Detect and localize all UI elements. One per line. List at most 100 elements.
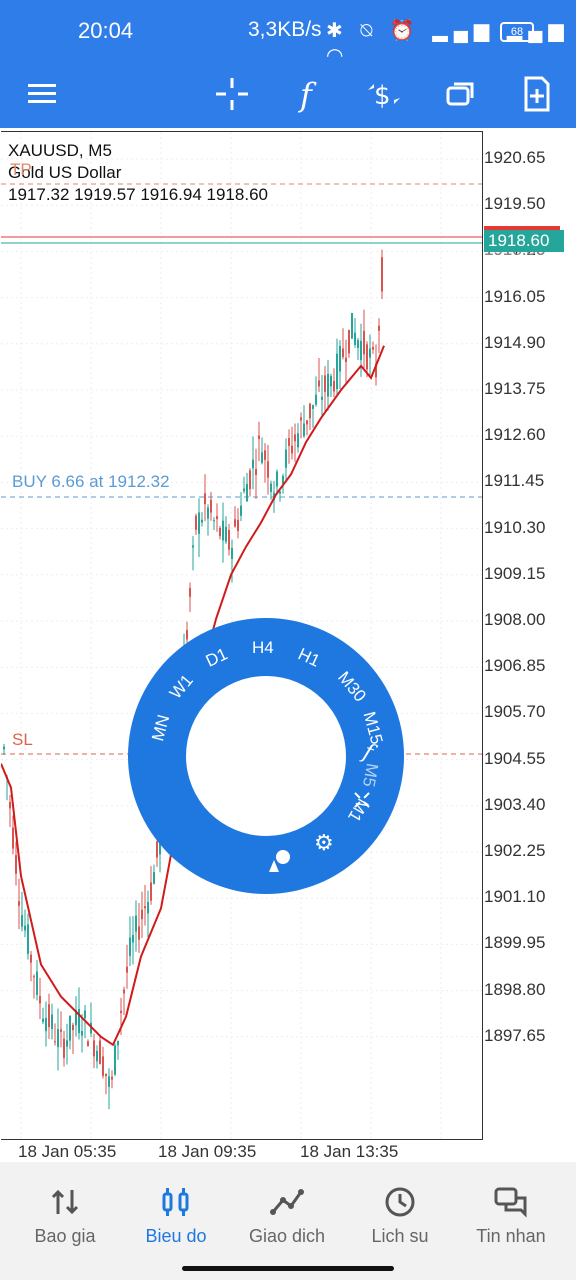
add-document-icon[interactable] xyxy=(516,74,556,114)
timeframe-w1[interactable]: W1 xyxy=(166,670,198,703)
candle-body xyxy=(300,417,302,421)
price-tick-label: 1919.50 xyxy=(484,194,546,214)
candle-body xyxy=(285,449,287,468)
price-chart xyxy=(0,132,482,1139)
candle-body xyxy=(96,1050,98,1062)
price-tick-label: 1901.10 xyxy=(484,887,546,907)
timeframe-m5[interactable]: M5 xyxy=(359,761,383,789)
timeframe-h4[interactable]: H4 xyxy=(252,638,274,657)
candle-body xyxy=(147,901,149,914)
candle-body xyxy=(153,872,155,884)
tp-label: TP xyxy=(10,160,32,179)
nav-quotes[interactable]: Bao gia xyxy=(10,1184,120,1247)
price-tick-label: 1902.25 xyxy=(484,841,546,860)
nav-chart[interactable]: Bieu do xyxy=(121,1184,231,1247)
candle-body xyxy=(348,330,350,354)
candle-body xyxy=(111,1076,113,1080)
candle-body xyxy=(120,1010,122,1014)
candle-body xyxy=(345,357,347,363)
price-tick-label: 1908.00 xyxy=(484,610,546,629)
candle-body xyxy=(306,420,308,425)
timeframe-d1[interactable]: D1 xyxy=(203,644,231,671)
timeframe-m30[interactable]: M30 xyxy=(333,667,370,706)
candle-body xyxy=(264,450,266,460)
candle-body xyxy=(30,954,32,963)
candle-body xyxy=(240,505,242,516)
candle-body xyxy=(60,1029,62,1032)
bottom-nav: Bao gia Bieu do Giao dich Lich su Tin nh… xyxy=(0,1162,576,1280)
chart-plot-area[interactable] xyxy=(0,131,483,1140)
candle-body xyxy=(360,340,362,361)
candle-body xyxy=(207,507,209,519)
nav-label: Lich su xyxy=(371,1226,429,1246)
candle-body xyxy=(84,1010,86,1019)
settings-icon[interactable]: ⚙ xyxy=(314,830,334,855)
candle-body xyxy=(51,1014,53,1029)
crosshair-icon[interactable] xyxy=(350,788,374,817)
candle-body xyxy=(81,1031,83,1036)
price-tick-label: 1899.95 xyxy=(484,933,546,953)
candle-body xyxy=(198,512,200,534)
candle-body xyxy=(231,548,233,559)
status-time: 20:04 xyxy=(78,18,134,43)
candle-body xyxy=(93,1040,95,1057)
candle-body xyxy=(258,435,260,440)
candle-body xyxy=(351,313,353,339)
candle-body xyxy=(294,434,296,442)
candle-body xyxy=(201,519,203,523)
wheel-function-tool[interactable]: f xyxy=(359,739,377,766)
sl-label: SL xyxy=(12,730,33,749)
buy-label: BUY 6.66 at 1912.32 xyxy=(12,472,170,491)
candle-body xyxy=(246,483,248,502)
candle-body xyxy=(39,996,41,1004)
candle-body xyxy=(357,340,359,349)
arrows-updown-icon xyxy=(51,1189,79,1215)
trade-icon[interactable]: $ xyxy=(364,74,404,114)
candle-body xyxy=(252,459,254,469)
candle-body xyxy=(129,937,131,956)
candle-body xyxy=(369,348,371,358)
candle-body xyxy=(105,1073,107,1077)
nav-trade[interactable]: Giao dich xyxy=(232,1184,342,1247)
candle-body xyxy=(75,1010,77,1026)
nav-history[interactable]: Lich su xyxy=(345,1184,455,1247)
crosshair-icon[interactable] xyxy=(212,74,252,114)
ask-marker xyxy=(484,226,560,230)
candle-body xyxy=(237,519,239,531)
chart-window[interactable]: XAUUSD, M5 Gold US Dollar 1917.32 1919.5… xyxy=(0,130,576,1161)
shapes-icon[interactable] xyxy=(266,848,292,879)
price-tick-label: 1897.65 xyxy=(484,1025,546,1045)
price-tick-label: 1909.15 xyxy=(484,563,546,583)
candle-body xyxy=(267,461,269,478)
candle-body xyxy=(279,491,281,494)
svg-text:f: f xyxy=(298,76,317,114)
candle-body xyxy=(276,471,278,487)
candle-body xyxy=(261,452,263,463)
timeframe-wheel[interactable]: M1 M5 M15 M30 H1 H4 D1 W1 MN f ⚙ xyxy=(128,618,404,894)
nav-messages[interactable]: Tin nhan xyxy=(456,1184,566,1247)
candle-body xyxy=(372,346,374,350)
candle-body xyxy=(303,423,305,437)
candle-body xyxy=(216,516,218,520)
price-tick-label: 1911.45 xyxy=(484,471,545,491)
windows-icon[interactable] xyxy=(440,74,480,114)
timeframe-mn[interactable]: MN xyxy=(147,712,174,744)
price-tick-label: 1898.80 xyxy=(484,979,546,999)
nav-label: Bieu do xyxy=(145,1226,207,1246)
candle-body xyxy=(288,438,290,446)
candle-body xyxy=(36,971,38,995)
candle-body xyxy=(318,380,320,387)
candles-icon xyxy=(162,1188,189,1216)
menu-icon[interactable] xyxy=(22,74,62,114)
timeframe-h1[interactable]: H1 xyxy=(294,644,323,671)
candle-body xyxy=(33,976,35,978)
candle-body xyxy=(312,405,314,409)
candle-body xyxy=(378,325,380,331)
function-icon[interactable]: f xyxy=(288,74,328,114)
bid-price-badge: 1918.60 xyxy=(484,230,564,252)
candle-body xyxy=(324,375,326,392)
candle-body xyxy=(69,1015,71,1041)
candle-body xyxy=(309,403,311,419)
time-tick-label: 18 Jan 09:35 xyxy=(158,1142,257,1161)
candle-body xyxy=(87,1041,89,1047)
